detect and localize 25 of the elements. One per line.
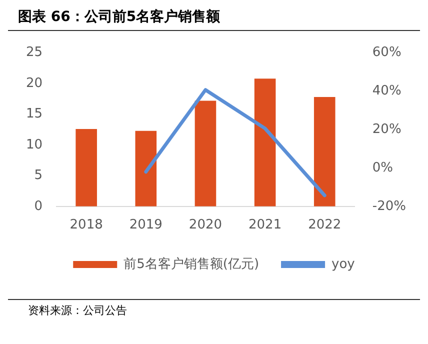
bar (254, 78, 276, 206)
bar (314, 97, 336, 206)
legend-label: 前5名客户销售额(亿元) (124, 256, 260, 272)
y-tick-label: 5 (34, 168, 43, 184)
y2-tick-label: 60% (372, 45, 402, 60)
bar (135, 130, 157, 206)
x-tick-label: 2018 (70, 218, 103, 233)
y2-tick-label: 40% (372, 84, 402, 99)
text: 资料来源：公司公告 (8, 299, 420, 318)
y-tick-label: 10 (26, 137, 43, 152)
bar (194, 100, 216, 206)
legend-label: yoy (332, 256, 356, 272)
bar (76, 128, 97, 206)
y-tick-label: 0 (34, 198, 43, 214)
y-tick-label: 25 (26, 45, 43, 60)
y2-tick-label: 20% (372, 122, 402, 137)
chart-title: 图表 66：公司前5名客户销售额 (8, 8, 420, 31)
y2-tick-label: -20% (372, 198, 406, 214)
x-tick-label: 2021 (248, 218, 282, 233)
x-tick-label: 2022 (308, 218, 342, 233)
x-tick-label: 2020 (188, 218, 222, 233)
y-tick-label: 20 (26, 76, 43, 91)
y-tick-label: 15 (26, 106, 43, 122)
y2-tick-label: 0% (372, 160, 394, 176)
x-tick-label: 2019 (129, 218, 162, 233)
